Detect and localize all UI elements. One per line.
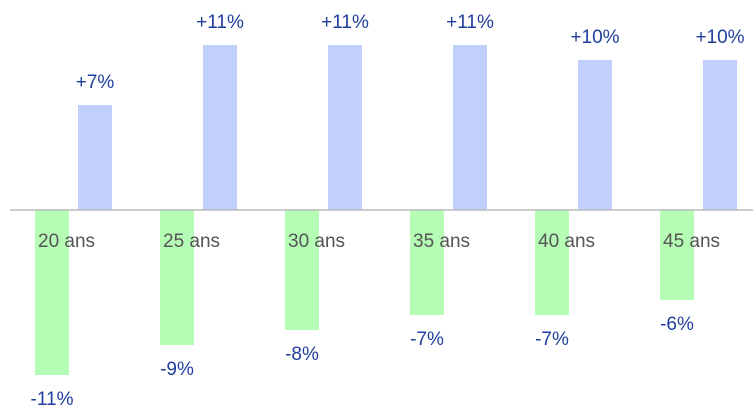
bar (160, 210, 194, 345)
bar (660, 210, 694, 300)
bar (285, 210, 319, 330)
data-label: +11% (446, 12, 494, 33)
data-label: -11% (31, 389, 74, 410)
category-label: 30 ans (288, 231, 345, 252)
category-label: 25 ans (163, 231, 220, 252)
bar (578, 60, 612, 210)
category-label: 20 ans (38, 231, 95, 252)
bar (410, 210, 444, 315)
category-label: 45 ans (663, 231, 720, 252)
category-label: 35 ans (413, 231, 470, 252)
data-label: +7% (76, 72, 115, 93)
bar (35, 210, 69, 375)
data-label: +10% (570, 27, 619, 48)
data-label: +10% (695, 27, 744, 48)
bar (703, 60, 737, 210)
bar (78, 105, 112, 210)
data-label: -7% (535, 329, 569, 350)
data-label: +11% (196, 12, 244, 33)
data-label: +11% (321, 12, 369, 33)
bar (328, 45, 362, 210)
data-label: -6% (660, 314, 694, 335)
data-label: -8% (285, 344, 319, 365)
bar (453, 45, 487, 210)
bar (203, 45, 237, 210)
data-label: -9% (160, 359, 194, 380)
data-label: -7% (410, 329, 444, 350)
bar (535, 210, 569, 315)
category-label: 40 ans (538, 231, 595, 252)
